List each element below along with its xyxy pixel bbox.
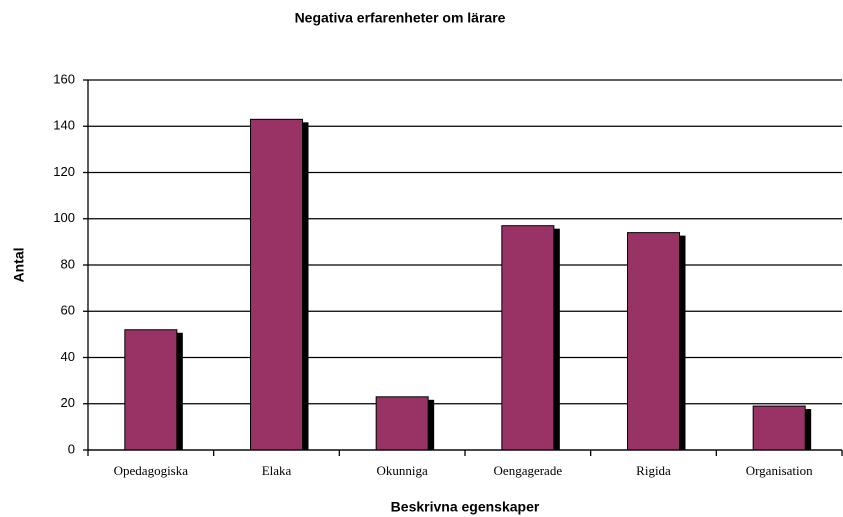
y-tick-label: 80 xyxy=(61,256,75,271)
bar xyxy=(501,225,555,451)
bar xyxy=(375,396,429,451)
x-tick-label: Opedagogiska xyxy=(114,463,189,478)
x-tick-label: Oengagerade xyxy=(494,463,563,478)
y-tick-label: 0 xyxy=(68,441,75,456)
x-tick-label: Organisation xyxy=(746,463,813,478)
x-tick-label: Rigida xyxy=(636,463,671,478)
y-tick-label: 20 xyxy=(61,395,75,410)
y-tick-label: 160 xyxy=(53,71,75,86)
x-axis-title: Beskrivna egenskaper xyxy=(391,499,540,515)
y-tick-label: 100 xyxy=(53,210,75,225)
y-tick-label: 120 xyxy=(53,164,75,179)
x-tick-label: Elaka xyxy=(262,463,292,478)
chart-title: Negativa erfarenheter om lärare xyxy=(295,10,506,26)
bar xyxy=(752,405,806,451)
bar xyxy=(250,118,303,451)
x-tick-label: Okunniga xyxy=(377,463,429,478)
y-axis-title: Antal xyxy=(11,248,27,283)
y-tick-label: 40 xyxy=(61,349,75,364)
bar xyxy=(124,329,178,451)
bar xyxy=(627,232,680,451)
y-tick-label: 140 xyxy=(53,118,75,133)
y-tick-label: 60 xyxy=(61,303,75,318)
